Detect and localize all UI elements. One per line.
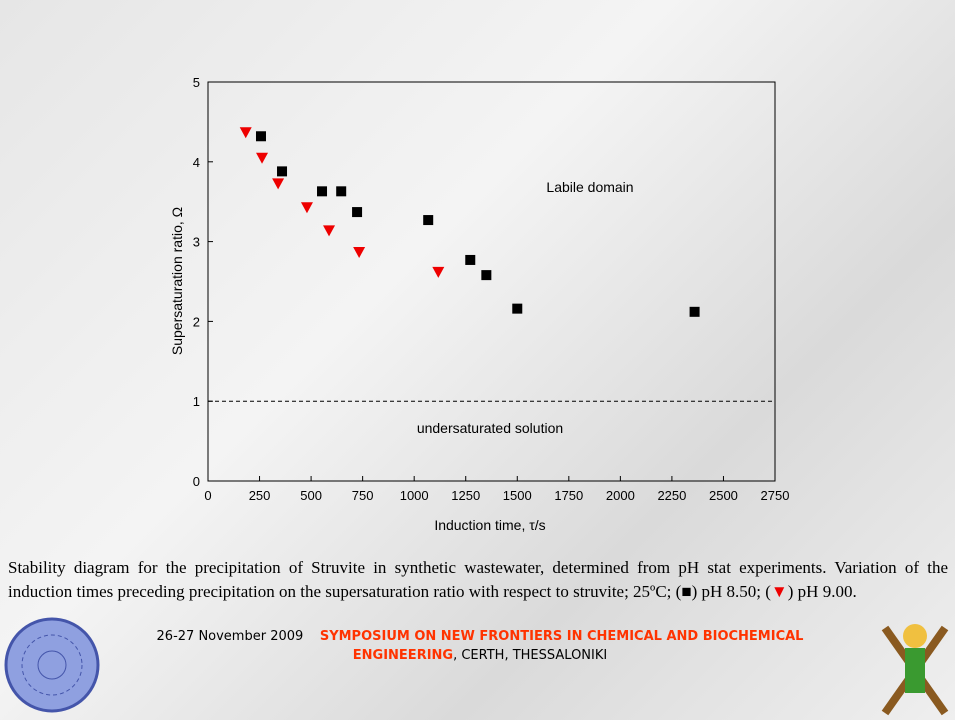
marker	[239, 127, 252, 139]
footer-date: 26-27 November 2009	[156, 629, 304, 644]
x-tick-label: 2750	[761, 488, 790, 503]
marker	[423, 215, 434, 226]
marker	[689, 306, 700, 317]
x-tick-label: 2250	[657, 488, 686, 503]
annotation: Labile domain	[546, 179, 633, 195]
plot-frame	[207, 81, 776, 482]
x-tick-label: 1000	[400, 488, 429, 503]
footer-title: SYMPOSIUM ON NEW FRONTIERS IN CHEMICAL A…	[319, 629, 804, 663]
marker	[272, 178, 285, 190]
annotation: undersaturated solution	[417, 420, 563, 436]
logo-disc	[4, 617, 100, 713]
x-tick-label: 750	[352, 488, 374, 503]
x-tick-label: 250	[249, 488, 271, 503]
caption-text: ) pH 8.50; (	[691, 582, 771, 601]
footer: 26-27 November 2009 SYMPOSIUM ON NEW FRO…	[110, 627, 850, 665]
marker	[353, 246, 366, 258]
marker	[512, 303, 523, 314]
y-tick-label: 5	[193, 75, 200, 90]
y-tick-label: 4	[193, 155, 200, 170]
marker	[277, 166, 288, 177]
marker	[336, 186, 347, 197]
chart: Labile domain undersaturated solution In…	[169, 75, 790, 533]
x-tick-label: 1500	[503, 488, 532, 503]
y-tick-label: 1	[193, 394, 200, 409]
marker	[300, 202, 313, 214]
marker	[432, 266, 445, 278]
x-tick-label: 0	[204, 488, 211, 503]
caption-text: Stability diagram for the precipitation …	[8, 558, 948, 601]
marker	[255, 131, 266, 142]
x-tick-label: 2000	[606, 488, 635, 503]
x-tick-label: 1250	[451, 488, 480, 503]
marker	[323, 225, 336, 237]
marker	[481, 270, 492, 281]
x-tick-label: 2500	[709, 488, 738, 503]
y-tick-label: 0	[193, 474, 200, 489]
marker	[352, 207, 363, 218]
y-axis-label: Supersaturation ratio, Ω	[169, 207, 185, 355]
x-tick-label: 1750	[554, 488, 583, 503]
marker	[465, 254, 476, 265]
caption-text: ) pH 9.00.	[787, 582, 857, 601]
caption-symbol: ■	[681, 582, 692, 601]
y-tick-label: 3	[193, 235, 200, 250]
x-axis-label: Induction time, τ/s	[434, 517, 545, 533]
x-tick-label: 500	[300, 488, 322, 503]
footer-place: , CERTH, THESSALONIKI	[453, 648, 608, 663]
marker	[317, 186, 328, 197]
logo-icon	[881, 624, 949, 716]
marker	[256, 152, 269, 164]
caption-symbol: ▼	[770, 582, 788, 601]
caption: Stability diagram for the precipitation …	[8, 556, 948, 604]
y-tick-label: 2	[193, 314, 200, 329]
